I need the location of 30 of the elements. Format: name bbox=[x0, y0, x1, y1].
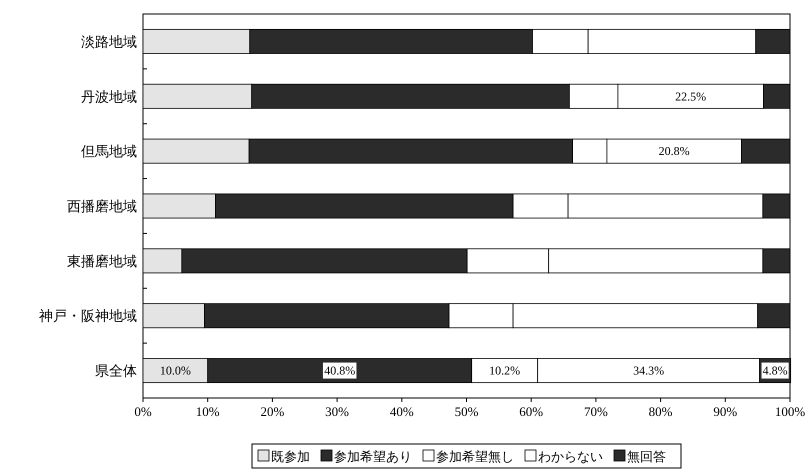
y-tick-label: 西播磨地域 bbox=[67, 199, 137, 215]
x-tick-label: 80% bbox=[648, 404, 673, 419]
x-tick-label: 20% bbox=[260, 404, 284, 419]
data-label: 20.8% bbox=[658, 144, 690, 158]
data-label: 4.8% bbox=[762, 364, 788, 378]
x-tick-label: 60% bbox=[519, 404, 544, 419]
y-tick-label: 但馬地域 bbox=[81, 144, 137, 160]
legend-label: 既参加 bbox=[271, 449, 310, 464]
legend-label: わからない bbox=[538, 449, 603, 464]
y-tick-label: 県全体 bbox=[95, 364, 137, 380]
y-tick-label: 淡路地域 bbox=[81, 34, 137, 50]
x-tick-label: 50% bbox=[454, 404, 479, 419]
x-tick-label: 0% bbox=[134, 404, 152, 419]
data-label: 40.8% bbox=[324, 364, 356, 378]
x-tick-label: 90% bbox=[713, 404, 738, 419]
data-label: 10.0% bbox=[160, 364, 191, 378]
x-tick-label: 100% bbox=[774, 404, 806, 419]
y-tick-label: 東播磨地域 bbox=[67, 254, 137, 270]
x-tick-label: 30% bbox=[325, 404, 350, 419]
data-label: 22.5% bbox=[675, 89, 706, 104]
x-tick-label: 40% bbox=[390, 404, 414, 419]
y-tick-label: 丹波地域 bbox=[81, 89, 137, 106]
data-label: 34.3% bbox=[633, 364, 664, 378]
legend-label: 無回答 bbox=[627, 449, 666, 464]
y-tick-label: 神戸・阪神地域 bbox=[39, 308, 137, 325]
x-tick-label: 70% bbox=[584, 404, 608, 419]
legend-label: 参加希望無し bbox=[436, 449, 514, 464]
data-label: 10.2% bbox=[489, 364, 520, 378]
x-tick-label: 10% bbox=[196, 404, 220, 419]
legend-label: 参加希望あり bbox=[334, 449, 412, 464]
